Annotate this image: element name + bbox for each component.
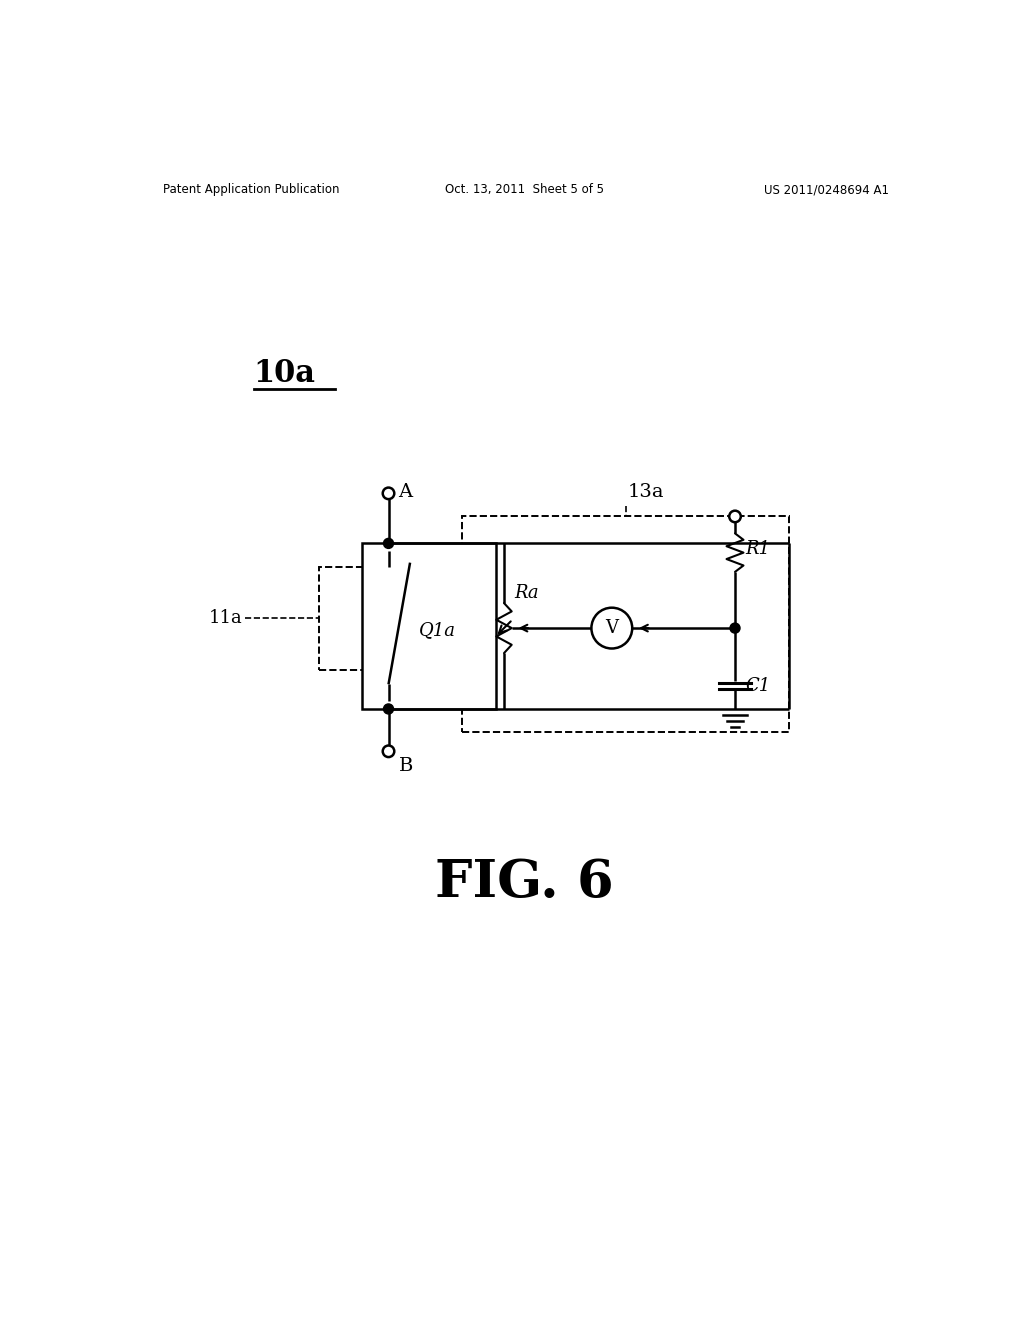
Circle shape [730,623,740,634]
Text: FIG. 6: FIG. 6 [435,857,614,908]
Text: V: V [605,619,618,638]
Circle shape [383,487,394,499]
Text: US 2011/0248694 A1: US 2011/0248694 A1 [764,183,889,197]
Circle shape [384,539,393,548]
Circle shape [592,607,632,648]
Bar [462,516,788,733]
Text: A: A [398,483,413,500]
Circle shape [729,511,740,523]
Text: 13a: 13a [628,483,664,500]
Text: R1: R1 [745,540,770,558]
Text: Oct. 13, 2011  Sheet 5 of 5: Oct. 13, 2011 Sheet 5 of 5 [445,183,604,197]
Text: Q1a: Q1a [419,620,457,639]
Bar [319,566,438,671]
Bar [361,544,497,709]
Text: C1: C1 [745,677,770,694]
Text: B: B [398,758,413,775]
Text: 10a: 10a [254,359,315,389]
Text: 11a: 11a [209,610,243,627]
Circle shape [384,704,393,714]
Text: Patent Application Publication: Patent Application Publication [163,183,339,197]
Text: Ra: Ra [514,583,539,602]
Circle shape [383,746,394,758]
